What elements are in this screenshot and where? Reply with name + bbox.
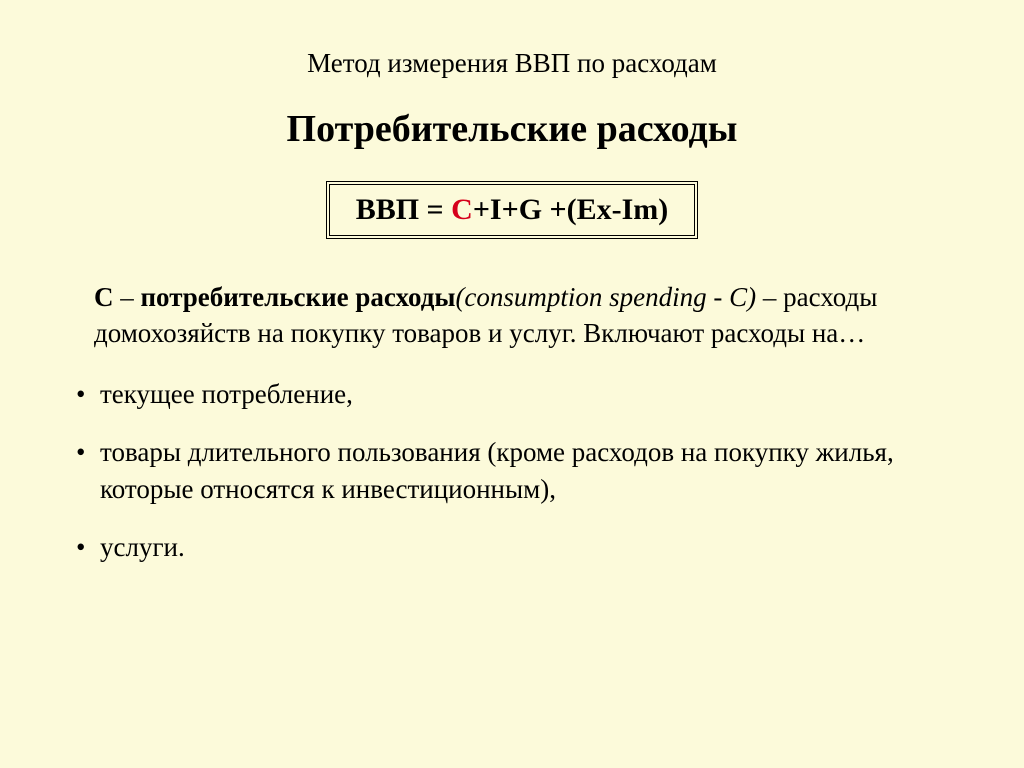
formula-lhs: ВВП = — [356, 193, 451, 226]
supertitle: Метод измерения ВВП по расходам — [70, 48, 954, 79]
bullet-list: текущее потребление, товары длительного … — [70, 376, 954, 566]
bullet-item: товары длительного пользования (кроме ра… — [70, 434, 954, 507]
formula-box: ВВП = C+I+G +(Ex-Im) — [326, 181, 699, 239]
definition-term: потребительские расходы — [141, 282, 456, 312]
definition-dash: – — [114, 282, 141, 312]
formula: ВВП = C+I+G +(Ex-Im) — [356, 193, 669, 226]
main-title: Потребительские расходы — [70, 107, 954, 151]
slide: Метод измерения ВВП по расходам Потребит… — [0, 0, 1024, 768]
definition-paren: (consumption spending - C) — [455, 282, 756, 312]
body: С – потребительские расходы(consumption … — [70, 279, 954, 566]
definition-letter: С — [94, 282, 114, 312]
formula-rhs: +I+G +(Ex-Im) — [473, 193, 668, 226]
bullet-item: услуги. — [70, 529, 954, 565]
definition: С – потребительские расходы(consumption … — [70, 279, 954, 352]
bullet-item: текущее потребление, — [70, 376, 954, 412]
formula-wrap: ВВП = C+I+G +(Ex-Im) — [70, 181, 954, 239]
formula-highlight: C — [451, 193, 473, 226]
definition-dash2: – — [756, 282, 783, 312]
